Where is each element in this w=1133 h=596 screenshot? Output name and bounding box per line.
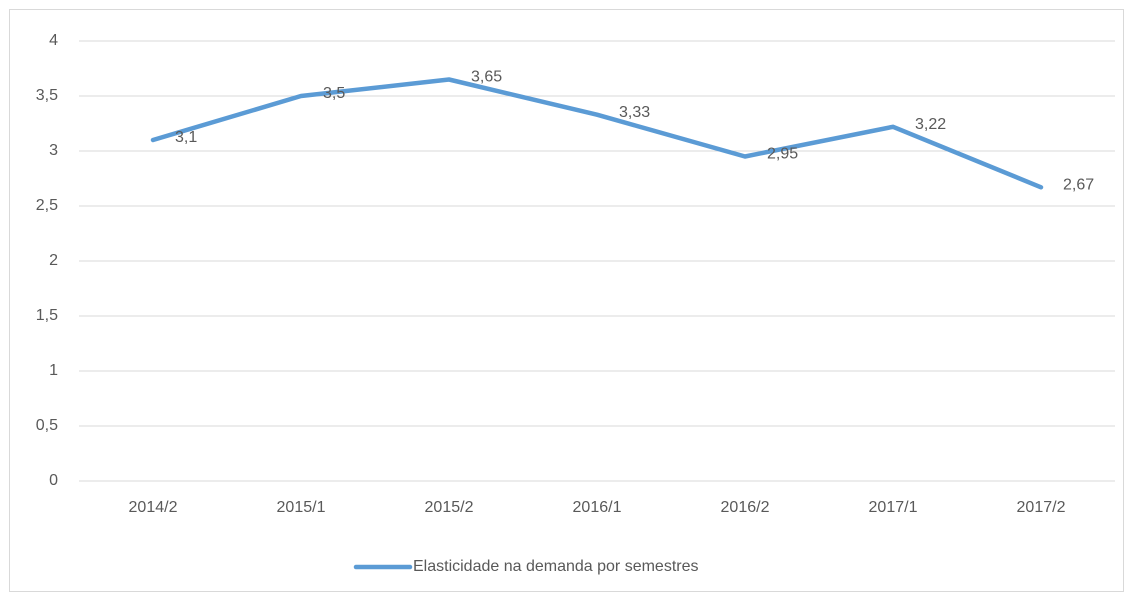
y-tick-label: 2	[49, 252, 58, 269]
x-tick-label: 2015/2	[425, 499, 474, 516]
data-label: 3,22	[915, 116, 946, 133]
y-tick-label: 0,5	[36, 417, 58, 434]
y-tick-label: 1,5	[36, 307, 58, 324]
y-tick-label: 2,5	[36, 197, 58, 214]
data-label: 3,1	[175, 129, 197, 146]
data-label: 2,67	[1063, 177, 1094, 194]
y-tick-label: 1	[49, 362, 58, 379]
x-tick-label: 2017/1	[869, 499, 918, 516]
data-label: 2,95	[767, 146, 798, 163]
x-tick-label: 2014/2	[129, 499, 178, 516]
y-tick-label: 0	[49, 472, 58, 489]
data-line	[150, 77, 1044, 190]
y-tick-label: 4	[49, 32, 58, 49]
legend-label: Elasticidade na demanda por semestres	[413, 558, 699, 575]
x-tick-label: 2016/2	[721, 499, 770, 516]
data-label: 3,5	[323, 85, 345, 102]
data-label: 3,33	[619, 104, 650, 121]
y-tick-label: 3,5	[36, 87, 58, 104]
x-tick-label: 2017/2	[1017, 499, 1066, 516]
x-tick-label: 2016/1	[573, 499, 622, 516]
y-tick-label: 3	[49, 142, 58, 159]
x-tick-label: 2015/1	[277, 499, 326, 516]
data-label: 3,65	[471, 69, 502, 86]
